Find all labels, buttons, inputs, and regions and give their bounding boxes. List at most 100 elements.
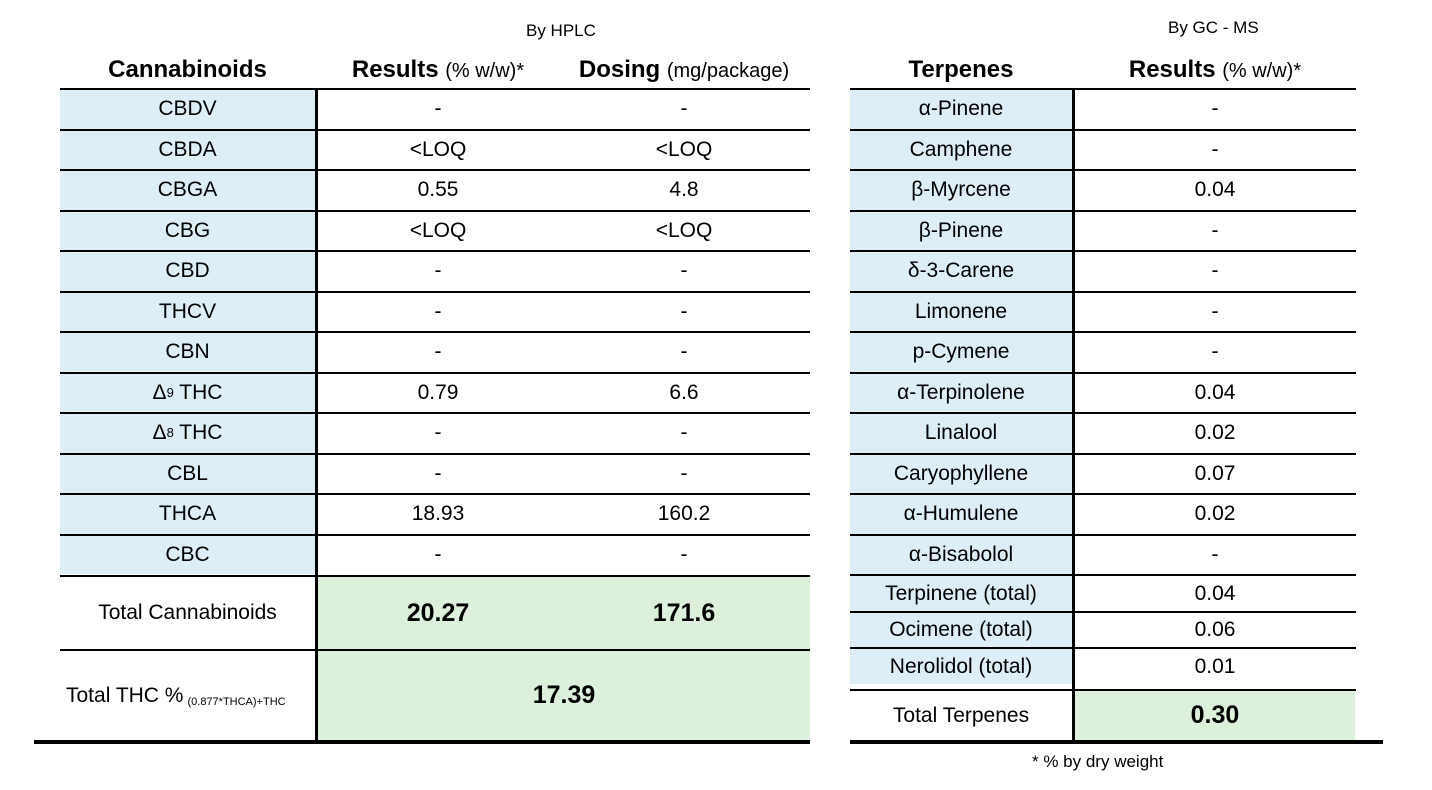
terpene-name: Linalool (850, 414, 1072, 453)
cannabinoid-name: CBL (60, 454, 315, 493)
cannabinoid-dosing: 4.8 (669, 178, 699, 202)
dosing-header-label: Dosing (578, 56, 661, 83)
total-thc-value: 17.39 (532, 681, 596, 709)
terpene-name: Limonene (850, 292, 1072, 331)
cannabinoid-dosing: - (680, 542, 688, 566)
terpene-result: - (1211, 218, 1219, 242)
cannabinoid-result: <LOQ (409, 137, 467, 161)
cannabinoid-result: 0.55 (417, 178, 459, 202)
cannabinoid-row-divider (60, 371, 810, 374)
terpene-result: - (1211, 259, 1219, 283)
terpene-row-divider (850, 647, 1356, 649)
terpene-result: - (1211, 137, 1219, 161)
cannabinoid-result: - (434, 97, 442, 121)
cannabinoid-name: CBG (60, 211, 315, 250)
terpene-name: Nerolidol (total) (850, 649, 1072, 684)
terpene-name: p-Cymene (850, 333, 1072, 372)
cannabinoid-result: - (434, 461, 442, 485)
terpene-result: 0.04 (1194, 178, 1236, 202)
terpene-row-divider (850, 128, 1356, 131)
hplc-caption: By HPLC (526, 21, 596, 40)
terpenes-header: Terpenes (908, 56, 1014, 83)
total-thc-row (318, 651, 810, 740)
cannabinoid-row-divider (60, 169, 810, 171)
cannabinoids-header: Cannabinoids (108, 56, 267, 83)
cannabinoid-name-text: CBDV (158, 97, 217, 121)
total-cannabinoids-dosing: 171.6 (652, 598, 716, 627)
terpene-result: 0.04 (1194, 380, 1236, 404)
terpene-name: α-Humulene (850, 495, 1072, 534)
results-header-label: Results (351, 56, 439, 83)
cannabinoid-name: THCA (60, 495, 315, 534)
terp-vertical-rule (1072, 88, 1075, 740)
terpene-name: Camphene (850, 130, 1072, 169)
cann-vertical-rule (315, 88, 318, 740)
cannabinoid-row-divider (60, 88, 810, 90)
cannabinoid-row-divider (60, 533, 810, 536)
cannabinoid-name: CBN (60, 333, 315, 372)
cannabinoid-dosing: - (680, 299, 688, 323)
terpene-result: - (1211, 340, 1219, 364)
total-cannabinoids-label: Total Cannabinoids (98, 601, 277, 624)
cannabinoid-name-text: CBDA (158, 137, 217, 161)
terpene-result: 0.02 (1194, 502, 1236, 526)
cannabinoid-result: - (434, 299, 442, 323)
terpene-name: Ocimene (total) (850, 613, 1072, 647)
footnote: * % by dry weight (1032, 752, 1164, 771)
cannabinoid-name: CBGA (60, 171, 315, 210)
cannabinoid-row-divider (60, 452, 810, 455)
terpene-result: 0.07 (1194, 461, 1236, 485)
terpene-name: α-Terpinolene (850, 373, 1072, 412)
cannabinoid-results-header: Results (% w/w)* (318, 56, 558, 84)
cannabinoid-dosing: <LOQ (655, 218, 713, 242)
terpene-row-divider (850, 452, 1356, 455)
terpene-result: 0.06 (1194, 618, 1236, 641)
total-cannabinoids-row (318, 577, 810, 649)
total-thc-label: Total THC % (0.877*THCA)+THC (60, 651, 315, 740)
cannabinoid-dosing: - (680, 97, 688, 121)
terpene-row-divider (850, 611, 1356, 613)
cannabinoid-name-text: THCV (158, 299, 217, 323)
cannabinoid-name-text: CBC (165, 542, 210, 566)
total-thc-formula: (0.877*THCA)+THC (187, 695, 286, 708)
cannabinoid-row-divider (60, 290, 810, 293)
cannabinoid-row-divider (60, 412, 810, 414)
total-terpenes-value: 0.30 (1190, 701, 1240, 729)
terpene-name: α-Bisabolol (850, 535, 1072, 574)
cannabinoid-name-text: CBG (164, 218, 211, 242)
cannabinoid-result: <LOQ (409, 218, 467, 242)
terpene-name: Terpinene (total) (850, 576, 1072, 611)
terpene-result: 0.01 (1194, 654, 1236, 678)
terpene-row-divider (850, 412, 1356, 414)
cannabinoid-name-text: Δ (152, 380, 167, 404)
terpene-result: 0.04 (1194, 581, 1236, 605)
terpene-row-divider (850, 250, 1356, 252)
cannabinoid-dosing: - (680, 461, 688, 485)
terpene-row-divider (850, 290, 1356, 293)
terpene-results-header-label: Results (1128, 56, 1216, 83)
cannabinoid-name: CBD (60, 252, 315, 291)
terpene-result: - (1211, 97, 1219, 121)
cannabinoid-dosing: 160.2 (657, 502, 711, 526)
cannabinoid-name-text: CBL (167, 461, 208, 485)
cannabinoid-name: CBDA (60, 130, 315, 169)
terpene-result: 0.02 (1194, 421, 1236, 445)
cannabinoid-dosing: <LOQ (655, 137, 713, 161)
cannabinoid-result: - (434, 340, 442, 364)
total-cannabinoids-result: 20.27 (406, 598, 470, 627)
cannabinoid-dosing-header: Dosing (mg/package) (558, 56, 810, 84)
cannabinoid-row-divider (60, 331, 810, 333)
terpene-results-header: Results (% w/w)* (1075, 56, 1355, 84)
cannabinoid-row-divider (60, 128, 810, 131)
cannabinoid-row-divider (60, 250, 810, 252)
terpene-result: - (1211, 299, 1219, 323)
cannabinoid-name: CBDV (60, 90, 315, 129)
cannabinoid-dosing: - (680, 340, 688, 364)
terpene-row-divider (850, 533, 1356, 536)
cannabinoid-name-text: CBN (165, 340, 210, 364)
cannabinoid-dosing: 6.6 (669, 380, 699, 404)
terpene-name: β-Pinene (850, 211, 1072, 250)
cannabinoid-name-text: CBD (165, 259, 210, 283)
total-terpenes-result: 0.30 (1075, 691, 1355, 740)
terpene-row-divider (850, 574, 1356, 576)
